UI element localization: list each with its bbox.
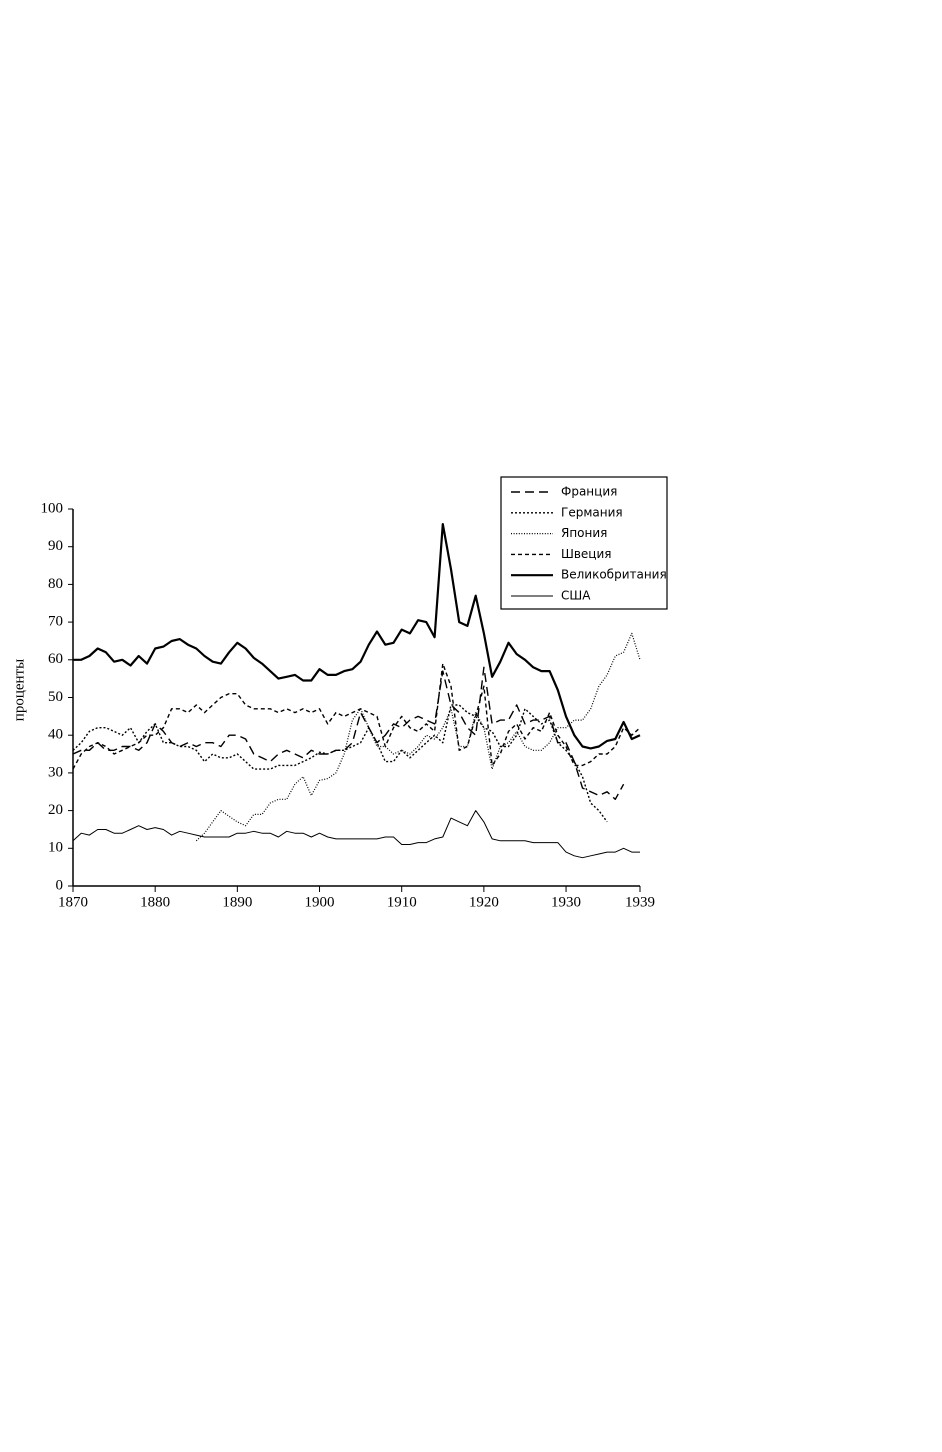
x-tick-label: 1870 [58,894,88,910]
series-line [195,632,641,842]
y-tick-label: 60 [48,651,63,667]
x-tick-label: 1910 [387,894,417,910]
y-axis-label: проценты [11,659,27,721]
x-tick-label: 1930 [551,894,581,910]
x-tick-label: 1939 [625,894,655,910]
legend-box [500,476,668,610]
x-tick-label: 1900 [305,894,335,910]
legend-label: Япония [561,526,607,540]
x-tick-label: 1880 [140,894,170,910]
series-line [72,666,625,800]
y-tick-label: 10 [48,840,63,856]
x-tick-label: 1920 [469,894,499,910]
y-tick-label: 80 [48,576,63,592]
legend-label: Швеция [561,547,611,561]
y-tick-label: 70 [48,614,63,630]
series-line [73,523,641,750]
legend-label: США [561,589,591,603]
x-tick-label: 1890 [222,894,252,910]
y-tick-label: 100 [41,500,64,516]
legend-label: Германия [561,505,623,519]
y-tick-label: 0 [56,877,64,893]
y-tick-label: 20 [48,802,63,818]
y-tick-label: 30 [48,764,63,780]
y-tick-label: 40 [48,727,63,743]
legend-label: Франция [561,485,617,499]
legend-label: Великобритания [561,568,667,582]
series-line [72,662,641,770]
y-tick-label: 50 [48,689,63,705]
series-line [72,810,640,859]
y-tick-label: 90 [48,538,63,554]
